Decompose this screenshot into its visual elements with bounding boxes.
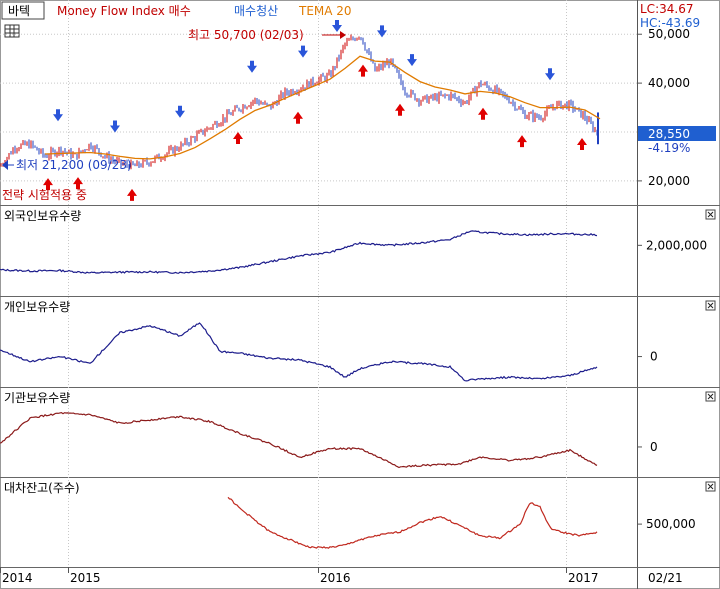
buy-arrow-icon (293, 111, 303, 124)
y-tick-label: 0 (650, 350, 658, 364)
sell-signal-label: 매수청산 (234, 4, 278, 18)
buy-arrow-icon (358, 64, 368, 77)
price-tick-label: 20,000 (648, 174, 690, 188)
date-readout: 02/21 (648, 571, 683, 585)
tema-line (44, 55, 601, 160)
foreign-holdings-y-ticks: 2,000,000 (637, 238, 707, 252)
stock-tab-label[interactable]: 바텍 (8, 4, 30, 18)
price-tick-label: 40,000 (648, 76, 690, 90)
foreign-holdings-line (0, 230, 598, 274)
buy-arrow-icon (127, 188, 137, 201)
buy-arrow-icon (478, 107, 488, 120)
individual-holdings-title: 개인보유수량 (4, 300, 70, 314)
institution-holdings-line (0, 411, 598, 469)
high-annotation: 최고 50,700 (02/03) (188, 28, 304, 42)
institution-holdings-title: 기관보유수량 (4, 391, 70, 405)
sell-arrow-icon (175, 105, 185, 118)
x-tick-label: 2016 (320, 571, 351, 585)
buy-arrow-icon (577, 138, 587, 150)
y-tick-label: 2,000,000 (646, 238, 707, 252)
price-change: -4.19% (648, 141, 690, 155)
high-pointer-arrow (340, 31, 346, 39)
sell-arrow-icon (110, 120, 120, 133)
tema-label: TEMA 20 (298, 4, 352, 18)
x-tick-label: 2017 (568, 571, 599, 585)
loan-balance-y-ticks: 500,000 (637, 517, 696, 531)
foreign-holdings-title: 외국인보유수량 (4, 209, 81, 223)
sell-arrow-icon (298, 45, 308, 58)
buy-arrow-icon (517, 135, 527, 148)
x-tick-label: 2014 (2, 571, 33, 585)
indicator-label: Money Flow Index 매수 (57, 4, 191, 18)
buy-signal-arrows (43, 64, 587, 201)
sell-arrow-icon (407, 54, 417, 67)
lc-readout: LC:34.67 (640, 2, 693, 16)
y-tick-label: 500,000 (646, 517, 696, 531)
sell-signal-arrows (53, 20, 555, 133)
buy-arrow-icon (233, 131, 243, 144)
sell-arrow-icon (53, 109, 63, 122)
close-icon[interactable] (705, 209, 716, 220)
y-tick-label: 0 (650, 440, 658, 454)
buy-arrow-icon (73, 177, 83, 190)
close-icon[interactable] (705, 481, 716, 492)
sell-arrow-icon (332, 20, 342, 33)
institution-holdings-y-ticks: 0 (637, 440, 658, 454)
hc-readout: HC:-43.69 (640, 16, 700, 30)
individual-holdings-y-ticks: 0 (637, 350, 658, 364)
sell-arrow-icon (545, 68, 555, 81)
sell-arrow-icon (247, 60, 257, 73)
close-icon[interactable] (705, 300, 716, 311)
loan-balance-line (227, 496, 598, 549)
last-price-badge (638, 126, 716, 141)
loan-balance-title: 대차잔고(주수) (4, 481, 80, 495)
strategy-status: 전략 시험적용 중 (2, 188, 87, 202)
sell-arrow-icon (377, 25, 387, 38)
close-icon[interactable] (705, 391, 716, 402)
x-axis-ticks: 2014 2015 2016 2017 (0, 567, 599, 585)
price-candles (0, 34, 599, 171)
price-tick-label: 50,000 (648, 27, 690, 41)
last-price: 28,550 (648, 127, 690, 141)
low-annotation: 최저 21,200 (09/23) (16, 158, 132, 172)
buy-arrow-icon (395, 103, 405, 116)
individual-holdings-line (0, 322, 598, 382)
x-tick-label: 2015 (70, 571, 101, 585)
grid-icon[interactable] (4, 24, 20, 38)
buy-arrow-icon (43, 178, 53, 191)
stock-tab[interactable] (1, 1, 45, 20)
